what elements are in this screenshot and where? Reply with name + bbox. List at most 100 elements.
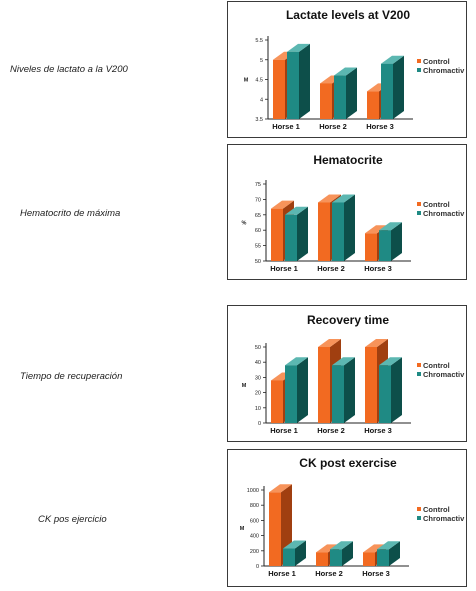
legend-swatch-chromactiv: [417, 372, 421, 376]
bar-chromactiv-horse-3: [377, 541, 400, 566]
side-label-hematocrit: Hematocrito de máxima: [20, 208, 121, 219]
y-tick-label: 55: [255, 244, 261, 250]
y-tick-label: 60: [255, 228, 261, 234]
legend-label-control: Control: [423, 505, 450, 514]
y-tick-label: 800: [250, 503, 259, 509]
bar-chromactiv-horse-1: [287, 43, 310, 119]
bar-control-horse-3-front: [365, 233, 377, 261]
legend-swatch-control: [417, 507, 421, 511]
y-tick-label: 0: [258, 421, 261, 427]
bar-control-horse-2-top: [316, 544, 339, 553]
side-label-ck: CK pos ejercicio: [38, 514, 107, 525]
y-tick-label: 65: [255, 213, 261, 219]
bar-chromactiv-horse-3-top: [379, 357, 402, 366]
bar-control-horse-1-top: [269, 484, 292, 493]
bar-control-horse-3-top: [363, 544, 386, 553]
bar-control-horse-2-top: [318, 194, 341, 203]
bar-chromactiv-horse-2-front: [334, 75, 346, 119]
category-label: Horse 2: [317, 426, 345, 435]
category-label: Horse 3: [362, 569, 390, 578]
bar-chromactiv-horse-2: [332, 194, 355, 261]
y-tick-label: 70: [255, 197, 261, 203]
bar-chromactiv-horse-2-top: [330, 541, 353, 550]
legend-swatch-chromactiv: [417, 68, 421, 72]
legend-label-chromactiv: Chromactiv: [423, 370, 465, 379]
bar-chromactiv-horse-3-top: [381, 55, 404, 64]
bar-chromactiv-horse-3-side: [391, 357, 402, 423]
side-label-recovery: Tiempo de recuperación: [20, 371, 123, 382]
y-tick-label: 400: [250, 534, 259, 540]
bar-chromactiv-horse-2-top: [332, 357, 355, 366]
category-label: Horse 2: [315, 569, 343, 578]
bar-chromactiv-horse-1-top: [285, 206, 308, 215]
chart-panel-ck: CK post exercise 0 200 400 600 800 1000 M Horse …: [227, 449, 467, 587]
legend-label-chromactiv: Chromactiv: [423, 209, 465, 218]
bar-chromactiv-horse-1-side: [297, 206, 308, 261]
bar-control-horse-2-front: [320, 83, 332, 119]
bar-chromactiv-horse-1-front: [287, 51, 299, 119]
legend-label-control: Control: [423, 57, 450, 66]
bar-chromactiv-horse-1-front: [283, 548, 295, 566]
bar-chromactiv-horse-2: [332, 357, 355, 423]
bar-chromactiv-horse-3: [379, 222, 402, 261]
chart-title: Hematocrite: [313, 153, 383, 167]
bar-chromactiv-horse-2: [330, 541, 353, 566]
chart-title: Recovery time: [307, 313, 389, 327]
bar-control-horse-3-top: [365, 339, 388, 347]
legend-label-chromactiv: Chromactiv: [423, 514, 465, 523]
legend-label-chromactiv: Chromactiv: [423, 66, 465, 75]
y-tick-label: 1000: [247, 488, 259, 494]
bar-control-horse-2-top: [318, 339, 341, 347]
y-axis-label: %: [242, 221, 247, 227]
chart-title: CK post exercise: [299, 456, 397, 470]
bar-chromactiv-horse-3-front: [381, 63, 393, 119]
legend-label-control: Control: [423, 361, 450, 370]
bar-chromactiv-horse-1-side: [297, 357, 308, 423]
bar-chromactiv-horse-3-side: [391, 222, 402, 261]
y-tick-label: 50: [255, 345, 261, 351]
y-tick-label: 5.5: [255, 38, 263, 44]
bar-control-horse-1-front: [269, 492, 281, 566]
bar-chromactiv-horse-1-side: [295, 540, 306, 566]
category-label: Horse 3: [364, 264, 392, 273]
y-tick-label: 3.5: [255, 117, 263, 123]
bar-chromactiv-horse-1: [283, 540, 306, 566]
bar-control-horse-3-top: [365, 225, 388, 234]
bar-control-horse-3-front: [363, 552, 375, 566]
category-label: Horse 1: [270, 426, 298, 435]
category-label: Horse 2: [317, 264, 345, 273]
bar-chromactiv-horse-2-top: [332, 194, 355, 203]
bar-chromactiv-horse-3: [381, 55, 404, 119]
legend-swatch-chromactiv: [417, 516, 421, 520]
y-tick-label: 600: [250, 518, 259, 524]
bar-chromactiv-horse-2-top: [334, 67, 357, 76]
bar-control-horse-1-front: [271, 208, 283, 261]
y-tick-label: 5: [260, 58, 263, 64]
category-label: Horse 2: [319, 122, 347, 131]
bar-chromactiv-horse-1-top: [285, 357, 308, 366]
y-tick-label: 20: [255, 391, 261, 397]
bar-control-horse-2-front: [318, 347, 330, 423]
bar-chromactiv-horse-3-side: [393, 55, 404, 119]
bar-chromactiv-horse-1-front: [285, 214, 297, 261]
y-tick-label: 75: [255, 182, 261, 188]
bar-control-horse-2-front: [316, 552, 328, 566]
y-axis-label: M: [242, 383, 247, 389]
side-label-lactate: Niveles de lactato a la V200: [10, 64, 128, 75]
bar-chromactiv-horse-2-front: [332, 365, 344, 423]
bar-chromactiv-horse-3-top: [377, 541, 400, 550]
category-label: Horse 3: [366, 122, 394, 131]
bar-chromactiv-horse-1: [285, 206, 308, 261]
bar-chromactiv-horse-2-front: [332, 202, 344, 261]
legend-swatch-control: [417, 59, 421, 63]
category-label: Horse 1: [270, 264, 298, 273]
bar-chromactiv-horse-1-side: [299, 43, 310, 119]
bar-chromactiv-horse-2-side: [344, 194, 355, 261]
y-tick-label: 200: [250, 549, 259, 555]
y-axis-label: M: [244, 78, 249, 84]
bar-chromactiv-horse-2-front: [330, 549, 342, 566]
bar-control-horse-2-front: [318, 202, 330, 261]
legend-swatch-control: [417, 202, 421, 206]
category-label: Horse 3: [364, 426, 392, 435]
bar-control-horse-1-top: [271, 200, 294, 209]
